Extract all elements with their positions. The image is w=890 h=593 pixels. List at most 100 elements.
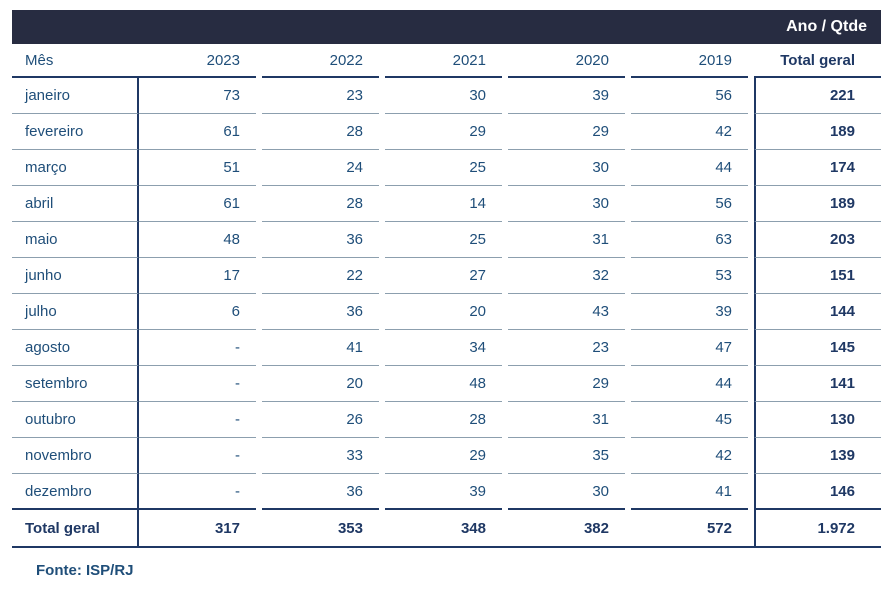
value-cell: 31 — [508, 222, 625, 258]
table-row: fevereiro 61 28 29 29 42 189 — [12, 114, 881, 150]
value-cell: - — [139, 402, 256, 438]
table-row: setembro - 20 48 29 44 141 — [12, 366, 881, 402]
value-cell: 25 — [385, 222, 502, 258]
table-row: outubro - 26 28 31 45 130 — [12, 402, 881, 438]
grand-total-2019: 572 — [706, 519, 732, 537]
value-cell: 48 — [139, 222, 256, 258]
value-cell: 32 — [508, 258, 625, 294]
row-total-cell: 141 — [754, 366, 881, 402]
grand-total-label: Total geral — [12, 510, 139, 546]
value-cell: 29 — [385, 438, 502, 474]
value-cell: 23 — [508, 330, 625, 366]
row-total-cell: 151 — [754, 258, 881, 294]
value-cell: 44 — [631, 150, 748, 186]
value-cell: 45 — [631, 402, 748, 438]
table-row: junho 17 22 27 32 53 151 — [12, 258, 881, 294]
value-cell: 30 — [385, 78, 502, 114]
value-cell: 27 — [385, 258, 502, 294]
grand-total-row: Total geral 317 353 348 382 572 1.972 — [12, 510, 881, 546]
value-cell: 61 — [139, 114, 256, 150]
table-row: janeiro 73 23 30 39 56 221 — [12, 78, 881, 114]
column-header-2022: 2022 — [262, 44, 379, 78]
value-cell: 22 — [262, 258, 379, 294]
data-table: Mês 2023 2022 2021 2020 2019 Total geral… — [12, 44, 881, 548]
value-cell: 30 — [508, 474, 625, 510]
month-cell: abril — [12, 186, 139, 222]
value-cell: 36 — [262, 474, 379, 510]
value-cell: 31 — [508, 402, 625, 438]
month-cell: maio — [12, 222, 139, 258]
column-header-2020: 2020 — [508, 44, 625, 78]
value-cell: 28 — [262, 186, 379, 222]
month-cell: novembro — [12, 438, 139, 474]
value-cell: 44 — [631, 366, 748, 402]
grand-total-2021: 348 — [460, 519, 486, 537]
value-cell: 20 — [385, 294, 502, 330]
month-cell: outubro — [12, 402, 139, 438]
value-cell: 48 — [385, 366, 502, 402]
value-cell: 63 — [631, 222, 748, 258]
value-cell: 42 — [631, 114, 748, 150]
row-total-cell: 189 — [754, 186, 881, 222]
row-total-cell: 146 — [754, 474, 881, 510]
month-cell: junho — [12, 258, 139, 294]
table-row: maio 48 36 25 31 63 203 — [12, 222, 881, 258]
row-total-cell: 130 — [754, 402, 881, 438]
row-total-cell: 145 — [754, 330, 881, 366]
table-header-row: Mês 2023 2022 2021 2020 2019 Total geral — [12, 44, 881, 78]
month-cell: setembro — [12, 366, 139, 402]
value-cell: 51 — [139, 150, 256, 186]
value-cell: 36 — [262, 294, 379, 330]
month-cell: janeiro — [12, 78, 139, 114]
value-cell: 36 — [262, 222, 379, 258]
column-header-2021: 2021 — [385, 44, 502, 78]
row-total-cell: 203 — [754, 222, 881, 258]
table-row: agosto - 41 34 23 47 145 — [12, 330, 881, 366]
table-row: dezembro - 36 39 30 41 146 — [12, 474, 881, 510]
value-cell: 43 — [508, 294, 625, 330]
value-cell: 24 — [262, 150, 379, 186]
source-note: Fonte: ISP/RJ — [36, 562, 134, 579]
value-cell: 39 — [508, 78, 625, 114]
table-bottom-rule — [12, 546, 881, 548]
column-header-month: Mês — [12, 44, 139, 78]
value-cell: 26 — [262, 402, 379, 438]
grand-total-2020: 382 — [583, 519, 609, 537]
value-cell: 42 — [631, 438, 748, 474]
month-cell: dezembro — [12, 474, 139, 510]
table-row: julho 6 36 20 43 39 144 — [12, 294, 881, 330]
value-cell: 29 — [508, 114, 625, 150]
column-header-2023: 2023 — [139, 44, 256, 78]
table-row: novembro - 33 29 35 42 139 — [12, 438, 881, 474]
value-cell: 39 — [631, 294, 748, 330]
value-cell: 56 — [631, 186, 748, 222]
month-cell: fevereiro — [12, 114, 139, 150]
value-cell: 61 — [139, 186, 256, 222]
value-cell: - — [139, 366, 256, 402]
value-cell: 28 — [385, 402, 502, 438]
row-total-cell: 174 — [754, 150, 881, 186]
value-cell: 23 — [262, 78, 379, 114]
month-cell: março — [12, 150, 139, 186]
value-cell: - — [139, 330, 256, 366]
row-total-cell: 139 — [754, 438, 881, 474]
grand-total-value: 1.972 — [754, 510, 881, 546]
grand-total-2023: 317 — [214, 519, 240, 537]
value-cell: 25 — [385, 150, 502, 186]
value-cell: 30 — [508, 186, 625, 222]
value-cell: 17 — [139, 258, 256, 294]
value-cell: - — [139, 474, 256, 510]
value-cell: 29 — [508, 366, 625, 402]
table-title-bar: Ano / Qtde — [12, 10, 881, 44]
value-cell: 53 — [631, 258, 748, 294]
value-cell: 30 — [508, 150, 625, 186]
value-cell: 20 — [262, 366, 379, 402]
row-total-cell: 221 — [754, 78, 881, 114]
value-cell: 56 — [631, 78, 748, 114]
value-cell: - — [139, 438, 256, 474]
value-cell: 41 — [631, 474, 748, 510]
table-title: Ano / Qtde — [786, 18, 867, 35]
table-body: janeiro 73 23 30 39 56 221 fevereiro 61 … — [12, 78, 881, 510]
row-total-cell: 189 — [754, 114, 881, 150]
